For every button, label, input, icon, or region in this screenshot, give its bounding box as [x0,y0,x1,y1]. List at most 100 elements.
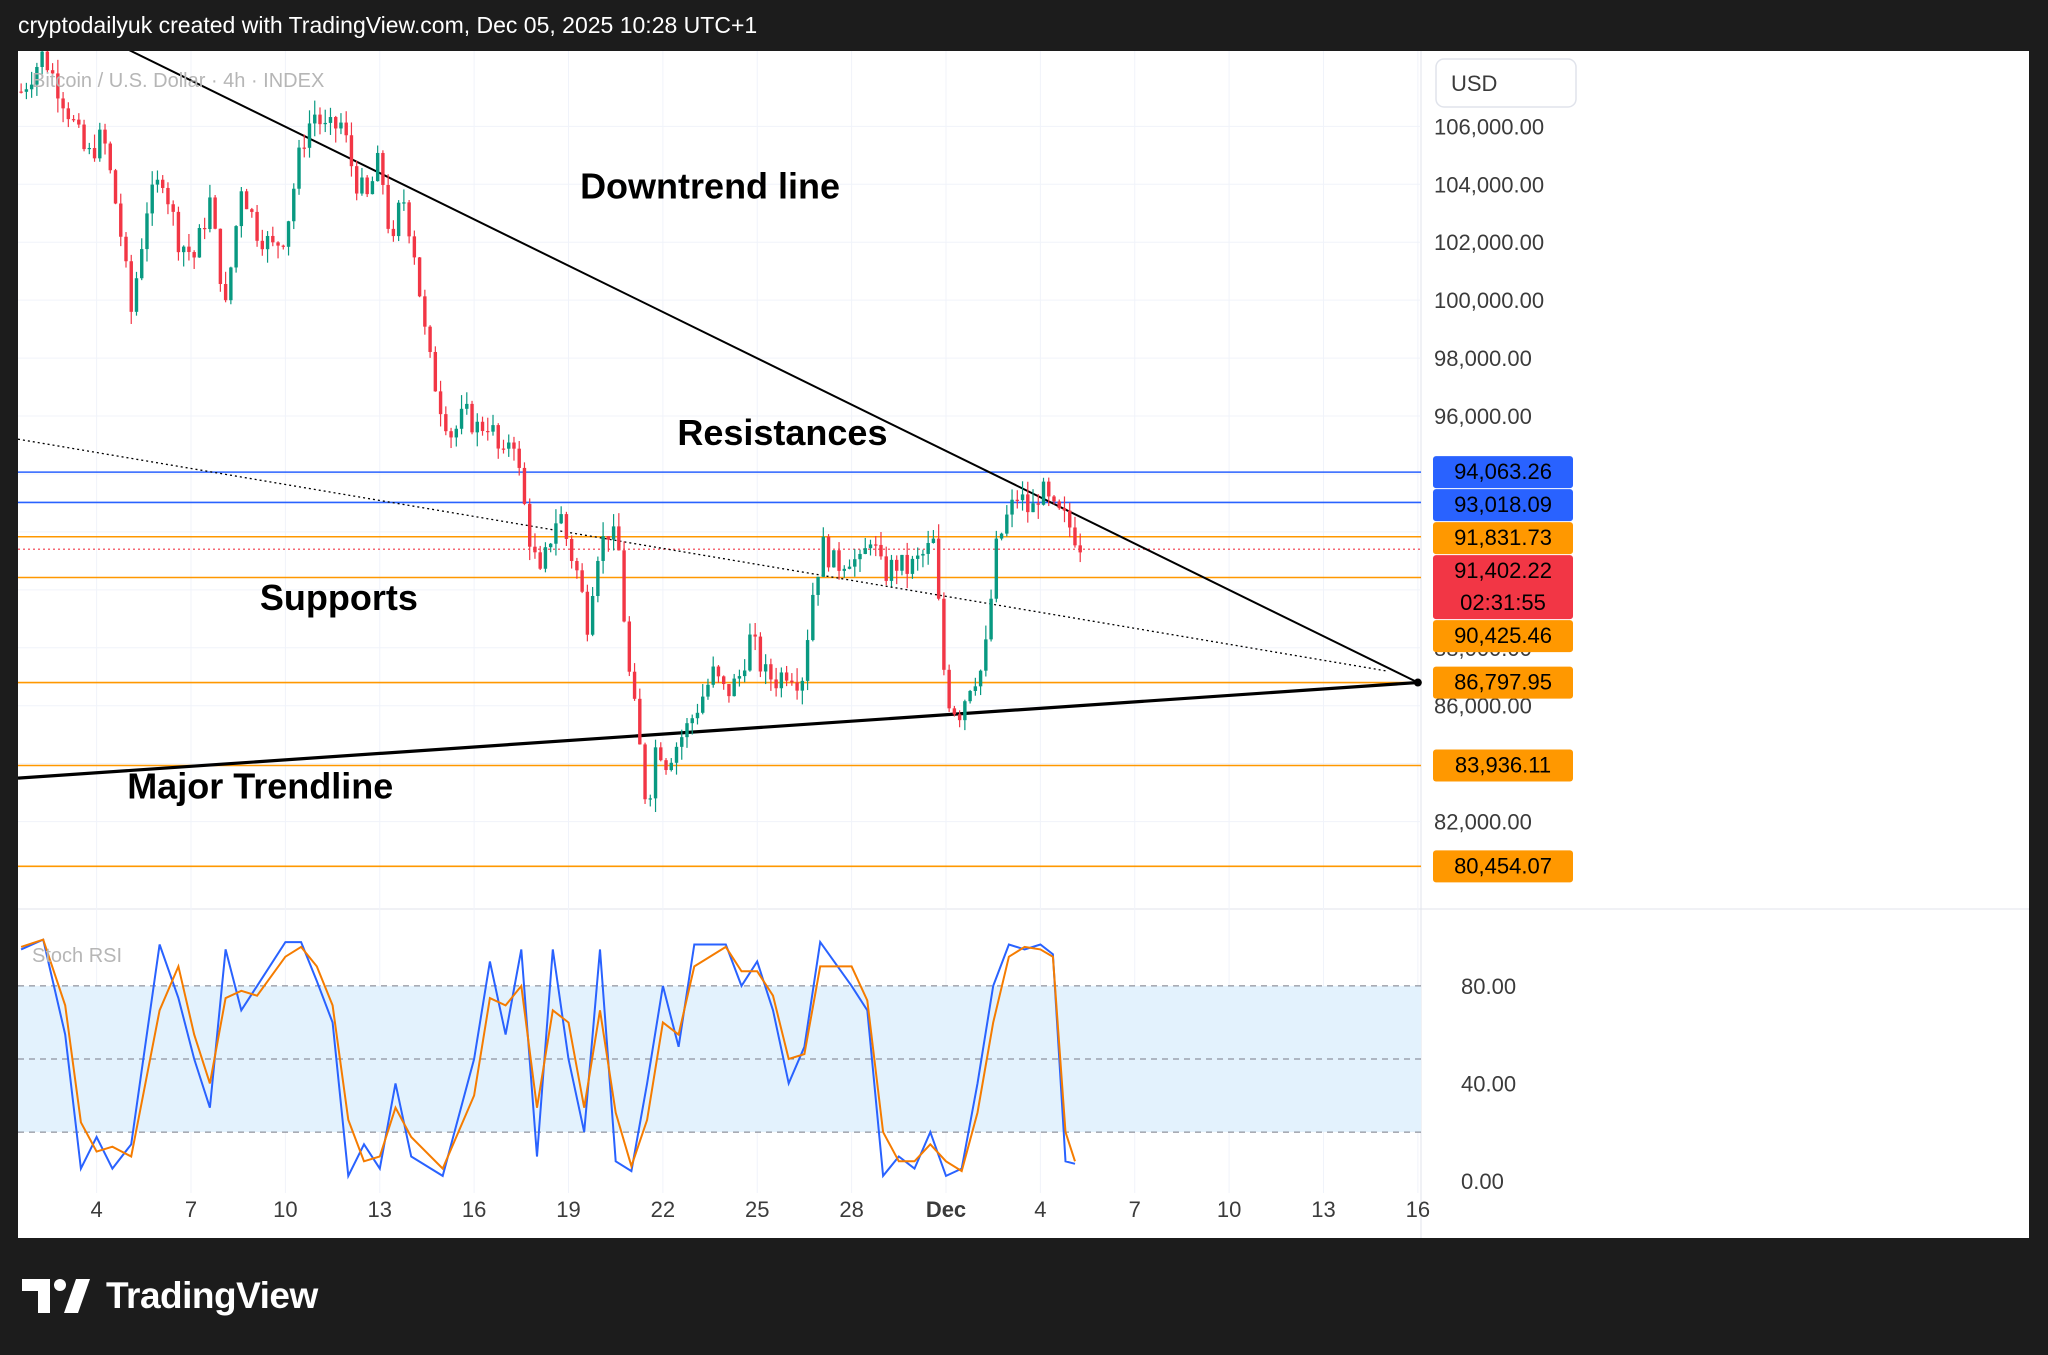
stoch-rsi-lines [20,938,1076,1180]
candle-body [737,676,742,679]
price-tick-label: 98,000.00 [1434,346,1532,371]
candle-body [695,712,700,719]
stoch-series-d [20,938,1076,1173]
candle-body [632,671,637,699]
candle-body [449,431,453,438]
candle-body [564,514,569,539]
candle-body [606,536,611,540]
candle-body [800,680,805,691]
footer-brand: TradingView [106,1275,318,1316]
price-tag: 90,425.46 [1433,620,1573,653]
price-tag: 80,454.07 [1433,850,1573,883]
candle-body [659,747,663,761]
price-tag-label: 91,402.22 [1454,558,1552,583]
countdown-label: 02:31:55 [1460,590,1546,615]
candle-body [727,684,731,697]
x-tick-label: Dec [926,1197,966,1222]
price-tag-box [1433,749,1573,782]
candle-body [134,278,139,312]
candle-body [994,538,999,599]
candle-body [56,73,60,99]
trendline-downtrend-line [128,51,1419,684]
chart-svg[interactable]: Downtrend line Resistances Supports Major T… [18,51,2029,1238]
candle-body [1041,481,1046,505]
candle-body [900,554,904,571]
candle-body [286,221,291,247]
candle-body [433,351,438,392]
candle-body [973,686,978,691]
candle-body [548,543,553,548]
candle-body [234,226,238,268]
candle-body [281,245,285,247]
candle-body [24,89,29,92]
candle-body [763,664,768,672]
price-tags: 94,063.26 93,018.09 91,831.73 91,402.22 02:3… [1433,456,1573,883]
candle-body [29,84,34,90]
x-axis: 4 7 10 13 16 19 22 25 28 Dec 4 7 10 13 16 [91,1197,1431,1222]
candle-body [1010,499,1014,515]
candle-body [742,670,747,677]
trendlines [18,51,1422,780]
price-tag-label: 90,425.46 [1454,623,1552,648]
candle-body [784,672,789,681]
candle-body [837,550,841,571]
candle-body [748,634,752,671]
candle-body [533,546,537,553]
candle-body [113,170,118,204]
price-tag-label: 94,063.26 [1454,459,1552,484]
candle-body [412,236,417,258]
chart-panel[interactable]: Downtrend line Resistances Supports Major T… [18,51,2029,1238]
candle-body [690,718,694,724]
candle-body [680,737,684,747]
price-tag-box [1433,666,1573,699]
candle-body [627,621,632,672]
x-tick-label: 4 [91,1197,103,1222]
legends: Bitcoin / U.S. Dollar · 4h · INDEX Stoch … [32,70,324,967]
candle-body [454,428,459,438]
price-tag-label: 83,936.11 [1455,752,1551,777]
candle-body [1068,510,1072,528]
candle-body [942,598,946,670]
candle-body [92,147,97,159]
candle-body [989,598,993,640]
x-tick-label: 19 [556,1197,580,1222]
candle-body [491,425,495,432]
price-tag-box [1433,850,1573,883]
candle-body [229,267,233,301]
stoch-legend: Stoch RSI [32,945,122,967]
currency-button[interactable]: USD [1435,58,1577,108]
candle-body [486,431,490,433]
price-tag: 91,402.22 02:31:55 [1433,555,1573,620]
candle-body [61,98,65,109]
candle-body [863,548,867,554]
candle-body [774,679,778,689]
candle-body [313,114,317,124]
candle-body [753,634,757,637]
candle-body [40,51,44,67]
candle-body [1052,496,1056,502]
candle-body [638,698,642,745]
candle-body [470,403,474,433]
candle-body [187,246,191,253]
price-tag-box [1433,456,1573,489]
currency-label: USD [1451,71,1497,96]
candle-body [103,129,107,144]
candle-body [370,181,375,195]
candle-body [334,117,338,129]
candle-body [858,553,862,560]
x-tick-label: 7 [1129,1197,1141,1222]
candle-body [407,202,411,237]
x-tick-label: 16 [462,1197,486,1222]
price-tick-label: 96,000.00 [1434,404,1532,429]
stoch-tick-label: 0.00 [1461,1169,1504,1194]
x-tick-label: 7 [185,1197,197,1222]
candle-body [779,672,784,689]
candle-body [192,252,196,258]
candle-body [805,640,810,681]
candle-body [354,166,359,194]
candle-body [119,203,123,237]
candle-body [601,536,605,561]
candle-body [276,242,280,246]
stoch-series-k [20,938,1076,1180]
candle-body [947,669,951,709]
